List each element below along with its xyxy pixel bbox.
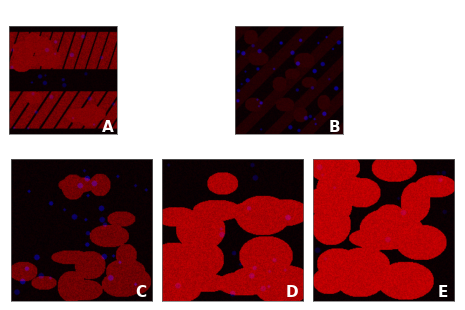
Text: D: D <box>286 285 298 300</box>
Text: A: A <box>102 120 114 135</box>
Text: B: B <box>328 120 340 135</box>
Text: C: C <box>135 285 146 300</box>
Text: E: E <box>438 285 448 300</box>
